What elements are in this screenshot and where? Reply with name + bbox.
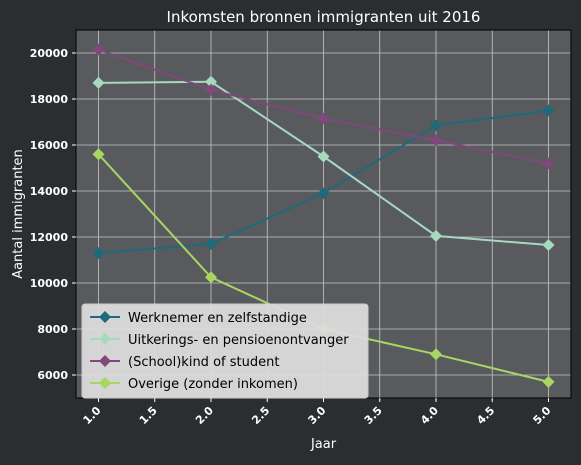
legend-label: Uitkerings- en pensioenontvanger <box>128 333 349 348</box>
data-point <box>205 237 217 250</box>
data-point <box>205 83 217 96</box>
y-tick-label: 8000 <box>37 323 68 336</box>
y-axis-label: Aantal immigranten <box>11 149 26 279</box>
legend-marker <box>99 333 111 345</box>
legend-marker <box>99 377 111 389</box>
data-point <box>542 239 555 252</box>
legend-label: Werknemer en zelfstandige <box>128 311 307 326</box>
data-point <box>542 157 555 170</box>
legend: Werknemer en zelfstandige Uitkerings- en … <box>81 303 369 399</box>
data-point <box>317 187 330 200</box>
data-point <box>430 119 442 132</box>
data-point <box>430 229 442 242</box>
chart-title: Inkomsten bronnen immigranten uit 2016 <box>167 8 481 26</box>
data-point <box>542 104 555 117</box>
legend-label: (School)kind of student <box>128 355 279 370</box>
y-tick-label: 18000 <box>30 93 69 106</box>
legend-item: (School)kind of student <box>90 355 279 370</box>
legend-item: Uitkerings- en pensioenontvanger <box>90 333 349 348</box>
x-tick-label: 4.5 <box>474 404 497 427</box>
x-tick-label: 2.0 <box>193 404 216 427</box>
legend-marker <box>99 355 111 367</box>
data-point <box>92 43 105 56</box>
y-tick-label: 6000 <box>37 369 68 382</box>
y-tick-label: 12000 <box>30 231 69 244</box>
y-tick-label: 16000 <box>30 139 69 152</box>
data-point <box>205 75 217 88</box>
data-point <box>205 271 217 284</box>
data-point <box>542 375 555 388</box>
legend-marker <box>99 311 111 323</box>
x-axis-label: Jaar <box>310 437 337 452</box>
data-point <box>92 247 105 260</box>
legend-label: Overige (zonder inkomen) <box>128 377 298 392</box>
series-1 <box>92 104 555 260</box>
x-tick-label: 3.0 <box>306 404 329 427</box>
series-2 <box>92 75 555 252</box>
data-point <box>92 76 105 89</box>
y-tick-label: 10000 <box>30 277 69 290</box>
data-point <box>430 348 442 361</box>
legend-box <box>81 303 369 399</box>
data-point <box>430 134 442 147</box>
series-layer <box>92 43 555 388</box>
series-3 <box>92 43 555 170</box>
x-tick-label: 1.0 <box>81 404 104 427</box>
x-tick-label: 5.0 <box>531 404 554 427</box>
data-point <box>317 150 330 163</box>
x-tick-label: 4.0 <box>418 404 441 427</box>
y-tick-label: 14000 <box>30 185 69 198</box>
x-tick-label: 1.5 <box>137 404 160 427</box>
legend-item: Werknemer en zelfstandige <box>90 311 307 326</box>
x-tick-label: 2.5 <box>249 404 272 427</box>
y-tick-label: 20000 <box>30 47 69 60</box>
x-tick-label: 3.5 <box>362 404 385 427</box>
data-point <box>317 112 330 125</box>
legend-item: Overige (zonder inkomen) <box>90 377 298 392</box>
data-point <box>92 148 105 161</box>
